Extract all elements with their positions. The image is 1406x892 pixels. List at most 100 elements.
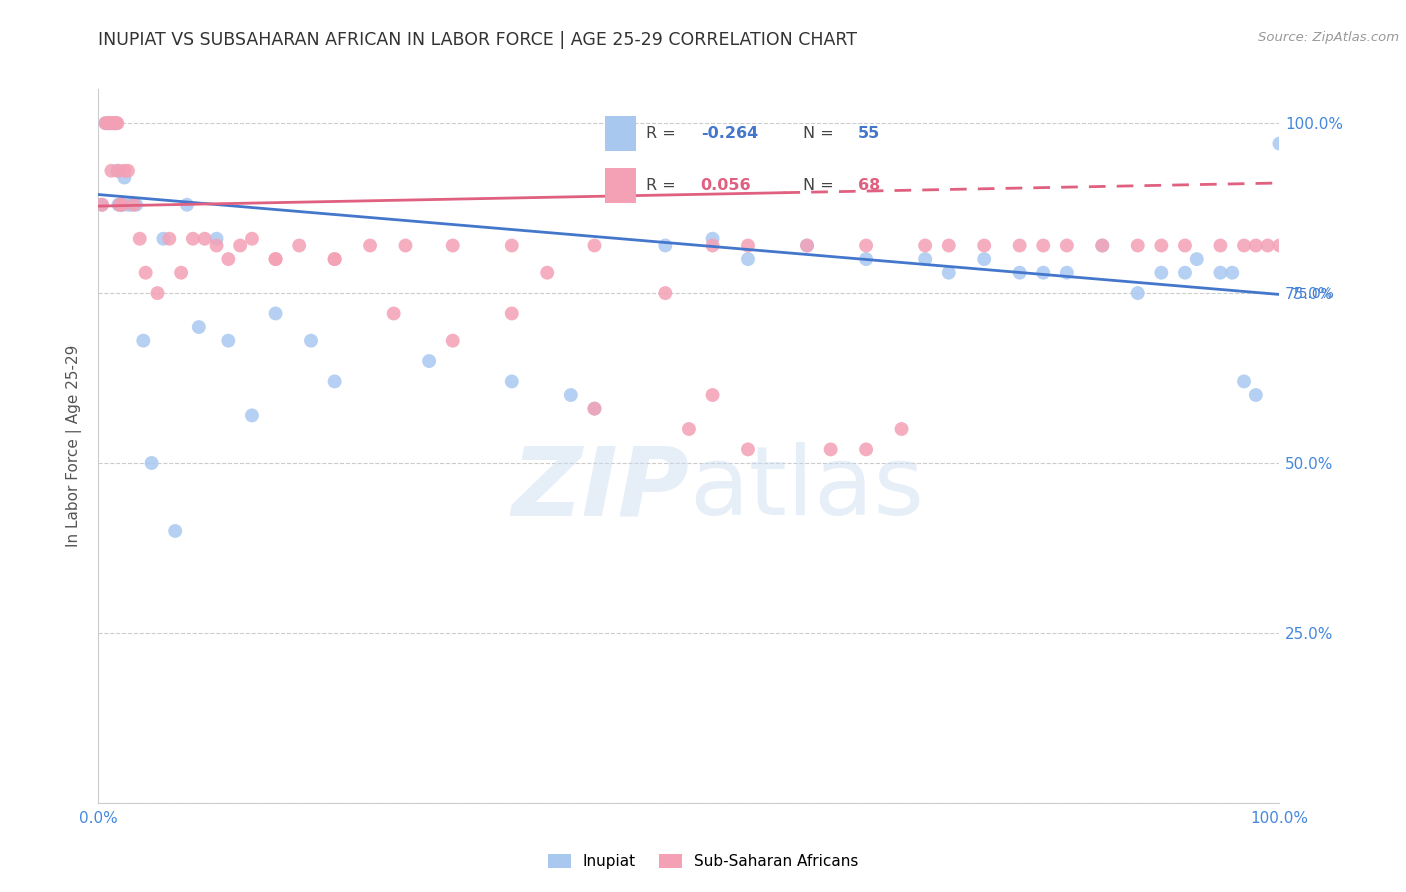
Point	[1126, 286, 1149, 301]
Point	[890, 422, 912, 436]
Point	[1056, 238, 1078, 252]
Point	[117, 198, 139, 212]
Point	[1032, 238, 1054, 252]
Point	[855, 238, 877, 252]
Point	[441, 238, 464, 252]
Point	[194, 232, 217, 246]
Point	[98, 116, 121, 130]
Legend: Inupiat, Sub-Saharan Africans: Inupiat, Sub-Saharan Africans	[541, 848, 865, 875]
Point	[501, 375, 523, 389]
Point	[973, 252, 995, 266]
Point	[323, 252, 346, 266]
Point	[1268, 238, 1291, 252]
Point	[187, 320, 209, 334]
Point	[654, 238, 676, 252]
Point	[205, 238, 228, 252]
Point	[702, 232, 724, 246]
Point	[122, 198, 145, 212]
Point	[98, 116, 121, 130]
Point	[654, 286, 676, 301]
Point	[1032, 266, 1054, 280]
Point	[121, 198, 143, 212]
Point	[105, 116, 128, 130]
Point	[583, 401, 606, 416]
Point	[1150, 238, 1173, 252]
Point	[264, 252, 287, 266]
Point	[973, 238, 995, 252]
Point	[1233, 375, 1256, 389]
Point	[217, 334, 239, 348]
Point	[914, 238, 936, 252]
Point	[105, 116, 128, 130]
Point	[217, 252, 239, 266]
Point	[501, 238, 523, 252]
Point	[105, 163, 128, 178]
Point	[135, 266, 157, 280]
Point	[94, 116, 117, 130]
Point	[100, 116, 122, 130]
Point	[157, 232, 180, 246]
Point	[132, 334, 155, 348]
Point	[240, 409, 263, 423]
Point	[1268, 136, 1291, 151]
Point	[1126, 238, 1149, 252]
Point	[97, 116, 120, 130]
Point	[1174, 266, 1197, 280]
Text: atlas: atlas	[689, 442, 924, 535]
Point	[111, 198, 134, 212]
Point	[583, 238, 606, 252]
Text: INUPIAT VS SUBSAHARAN AFRICAN IN LABOR FORCE | AGE 25-29 CORRELATION CHART: INUPIAT VS SUBSAHARAN AFRICAN IN LABOR F…	[98, 31, 858, 49]
Point	[820, 442, 842, 457]
Point	[181, 232, 204, 246]
Y-axis label: In Labor Force | Age 25-29: In Labor Force | Age 25-29	[66, 345, 83, 547]
Point	[165, 524, 187, 538]
Point	[938, 238, 960, 252]
Point	[855, 252, 877, 266]
Point	[128, 232, 150, 246]
Point	[1056, 266, 1078, 280]
Point	[91, 198, 114, 212]
Point	[125, 198, 148, 212]
Point	[737, 252, 759, 266]
Point	[98, 116, 121, 130]
Point	[110, 198, 132, 212]
Point	[112, 163, 135, 178]
Point	[91, 198, 114, 212]
Point	[1150, 266, 1173, 280]
Point	[264, 252, 287, 266]
Point	[146, 286, 169, 301]
Point	[855, 442, 877, 457]
Point	[1008, 238, 1031, 252]
Point	[796, 238, 818, 252]
Point	[1209, 238, 1232, 252]
Point	[117, 163, 139, 178]
Point	[702, 238, 724, 252]
Point	[1244, 238, 1267, 252]
Point	[205, 232, 228, 246]
Point	[583, 401, 606, 416]
Point	[702, 388, 724, 402]
Point	[1091, 238, 1114, 252]
Point	[678, 422, 700, 436]
Point	[938, 266, 960, 280]
Point	[323, 375, 346, 389]
Point	[536, 266, 558, 280]
Point	[141, 456, 163, 470]
Point	[108, 198, 131, 212]
Point	[229, 238, 252, 252]
Point	[176, 198, 198, 212]
Point	[100, 163, 122, 178]
Point	[737, 238, 759, 252]
Point	[111, 198, 134, 212]
Point	[382, 306, 405, 320]
Point	[98, 116, 121, 130]
Point	[104, 116, 127, 130]
Point	[299, 334, 322, 348]
Point	[240, 232, 263, 246]
Point	[264, 306, 287, 320]
Point	[1185, 252, 1208, 266]
Text: Source: ZipAtlas.com: Source: ZipAtlas.com	[1258, 31, 1399, 45]
Point	[1008, 266, 1031, 280]
Point	[1257, 238, 1279, 252]
Point	[107, 198, 129, 212]
